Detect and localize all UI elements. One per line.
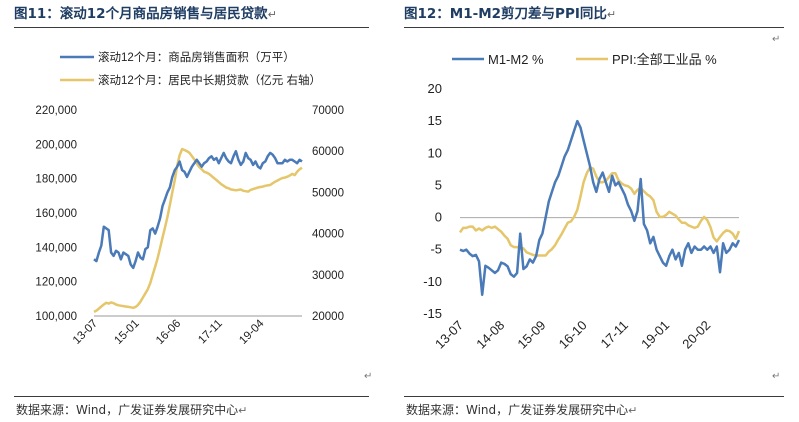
x-tick: 19-01: [638, 318, 672, 352]
y-tick: 20: [428, 81, 442, 96]
x-tick: 13-07: [432, 318, 466, 352]
x-tick: 17-11: [196, 318, 225, 347]
legend-label-2: PPI:全部工业品 %: [612, 52, 717, 67]
bottom-rule-right: [404, 396, 784, 397]
series-line-m1-m2: [459, 119, 741, 296]
top-rule-left: [14, 27, 369, 28]
return-mark-corner: ↵: [364, 371, 373, 382]
y-tick-left: 120,000: [35, 277, 77, 289]
y-tick-right: 40000: [312, 229, 344, 241]
y-tick-right: 20000: [312, 311, 344, 323]
y-tick: 15: [428, 113, 442, 128]
legend-label-1: M1-M2 %: [488, 52, 544, 67]
y-tick-left: 140,000: [35, 242, 77, 254]
y-tick-right: 50000: [312, 187, 344, 199]
x-tick: 16-06: [154, 318, 183, 347]
source-right-text: 数据来源：Wind，广发证券发展研究中心: [406, 403, 629, 417]
x-tick: 19-04: [237, 317, 267, 347]
y-tick: 10: [428, 145, 442, 160]
legend-label-2: 滚动12个月：居民中长期贷款（亿元 右轴）: [98, 73, 321, 87]
y-tick-right: 30000: [312, 270, 344, 282]
return-mark: ↵: [606, 8, 617, 21]
return-mark: ↵: [238, 404, 248, 417]
y-tick: 0: [435, 210, 442, 225]
x-tick: 15-01: [112, 318, 141, 347]
panel-title-right-text: 图12：M1-M2剪刀差与PPI同比: [404, 6, 607, 22]
series-line-loans: [93, 147, 303, 313]
y-tick-left: 100,000: [35, 311, 77, 323]
y-tick-right: 70000: [312, 105, 344, 117]
x-tick: 15-09: [514, 318, 548, 352]
source-right: 数据来源：Wind，广发证券发展研究中心↵: [406, 401, 637, 418]
source-left-text: 数据来源：Wind，广发证券发展研究中心: [16, 403, 239, 417]
panel-title-left-text: 图11：滚动12个月商品房销售与居民贷款: [14, 6, 268, 22]
y-tick: -5: [430, 242, 442, 257]
y-tick-left: 200,000: [35, 139, 77, 151]
top-rule-right: [404, 27, 784, 28]
legend-label-1: 滚动12个月：商品房销售面积（万平）: [98, 50, 295, 64]
return-mark-corner: ↵: [772, 34, 781, 45]
y-tick: -15: [423, 306, 442, 321]
bottom-rule-left: [14, 396, 369, 397]
x-tick: 14-08: [473, 318, 507, 352]
y-tick: -10: [423, 274, 442, 289]
chart-left: 滚动12个月：商品房销售面积（万平） 滚动12个月：居民中长期贷款（亿元 右轴） 1…: [35, 50, 344, 347]
return-mark: ↵: [628, 404, 638, 417]
return-mark-corner: ↵: [772, 371, 781, 382]
return-mark: ↵: [267, 8, 277, 21]
source-left: 数据来源：Wind，广发证券发展研究中心↵: [16, 401, 247, 418]
series-line-sales: [93, 149, 303, 270]
y-tick-left: 160,000: [35, 208, 77, 220]
x-tick: 17-11: [598, 318, 631, 351]
y-tick-right: 60000: [312, 146, 344, 158]
panel-title-right: 图12：M1-M2剪刀差与PPI同比↵: [404, 3, 616, 25]
y-tick-left: 180,000: [35, 174, 77, 186]
panel-title-left: 图11：滚动12个月商品房销售与居民贷款↵: [14, 3, 277, 25]
y-tick: 5: [435, 177, 442, 192]
y-tick-left: 220,000: [35, 105, 77, 117]
x-tick: 16-10: [556, 318, 590, 352]
x-tick: 20-02: [679, 318, 713, 352]
